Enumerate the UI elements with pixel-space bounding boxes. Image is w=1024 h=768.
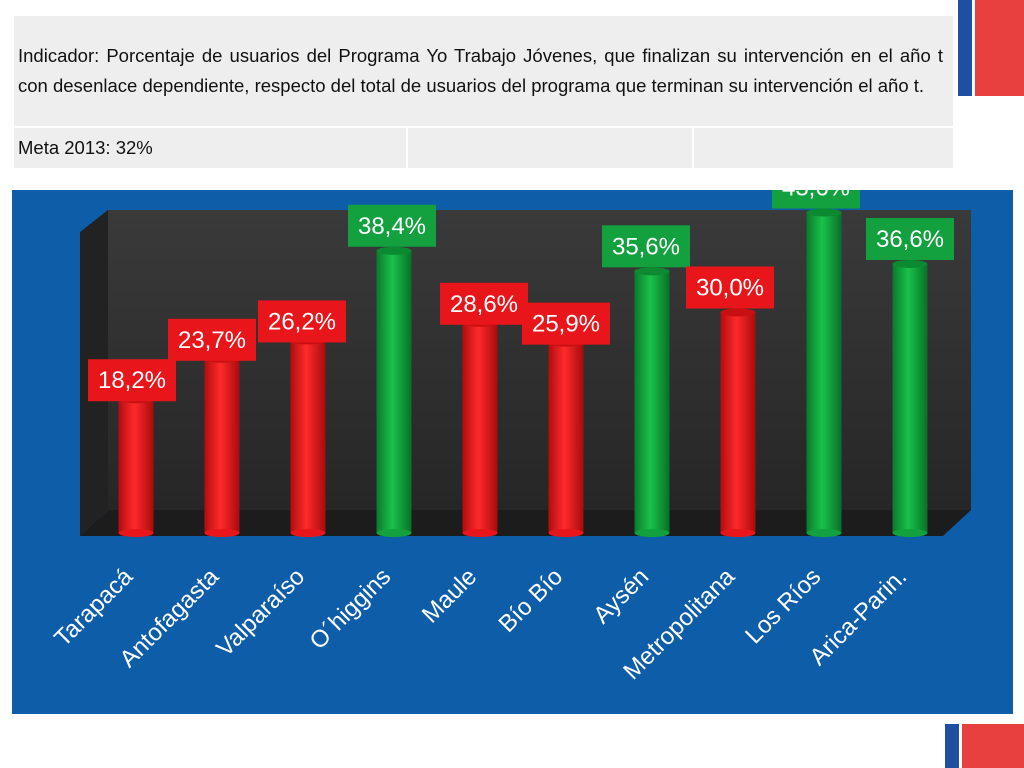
category-label-3: O´higgins (305, 563, 397, 655)
bar-top-9 (892, 259, 928, 268)
bar-9 (892, 263, 928, 533)
bar-6 (634, 271, 670, 533)
bar-base-4 (462, 529, 498, 537)
bar-4 (462, 322, 498, 533)
data-label-6: 35,6% (612, 233, 680, 260)
data-label-0: 18,2% (98, 367, 166, 394)
data-label-group-5: 25,9% (522, 302, 610, 345)
data-label-box-4 (440, 282, 528, 325)
bar-0 (118, 399, 154, 533)
bar-top-6 (634, 267, 670, 276)
bar-base-3 (376, 529, 412, 537)
category-label-8: Los Ríos (740, 563, 826, 649)
data-label-group-1: 23,7% (168, 318, 256, 361)
category-label-6: Aysén (588, 563, 654, 629)
bar-1 (204, 358, 240, 533)
category-label-0: Tarapacá (49, 563, 138, 652)
data-label-group-8: 43,6% (772, 190, 860, 209)
data-label-2: 26,2% (268, 308, 336, 335)
data-label-box-6 (602, 225, 690, 268)
bar-5 (548, 342, 584, 533)
data-label-group-4: 28,6% (440, 282, 528, 325)
data-label-8: 43,6% (782, 190, 850, 202)
data-label-box-8 (772, 190, 860, 209)
bar-base-6 (634, 529, 670, 537)
bar-3 (376, 250, 412, 533)
bar-2 (290, 340, 326, 533)
brand-stripe-red-top (975, 0, 1024, 96)
empty-cell-1 (406, 126, 694, 170)
data-label-box-5 (522, 302, 610, 345)
data-label-group-7: 30,0% (686, 266, 774, 309)
bar-base-2 (290, 529, 326, 537)
bar-base-7 (720, 529, 756, 537)
data-label-4: 28,6% (450, 291, 518, 318)
data-label-box-3 (348, 204, 436, 247)
bar-top-3 (376, 246, 412, 255)
chart-panel: 18,2% Tarapacá 23,7% Antofagasta 26,2% Valpar… (12, 190, 1013, 714)
bar-base-9 (892, 529, 928, 537)
data-label-group-9: 36,6% (866, 217, 954, 260)
data-label-box-9 (866, 217, 954, 260)
category-label-2: Valparaíso (211, 563, 310, 662)
data-label-box-0 (88, 359, 176, 402)
indicator-table: Indicador: Porcentaje de usuarios del Pr… (12, 14, 955, 170)
bar-base-1 (204, 529, 240, 537)
data-label-box-1 (168, 318, 256, 361)
brand-stripe-blue-bottom (945, 724, 959, 768)
empty-cell-2 (692, 126, 955, 170)
bar-7 (720, 312, 756, 533)
data-label-9: 36,6% (876, 226, 944, 253)
bar-top-8 (806, 208, 842, 217)
category-label-5: Bío Bío (493, 563, 568, 638)
brand-stripe-red-bottom (962, 724, 1024, 768)
data-label-1: 23,7% (178, 327, 246, 354)
indicator-text: Indicador: Porcentaje de usuarios del Pr… (12, 14, 955, 128)
data-label-7: 30,0% (696, 275, 764, 302)
bar-8 (806, 212, 842, 533)
bar-base-8 (806, 529, 842, 537)
data-label-box-2 (258, 300, 346, 343)
data-label-group-3: 38,4% (348, 204, 436, 247)
data-label-3: 38,4% (358, 213, 426, 240)
data-label-group-6: 35,6% (602, 225, 690, 268)
brand-stripe-blue-top (958, 0, 972, 96)
goal-cell: Meta 2013: 32% (12, 126, 408, 170)
data-label-box-7 (686, 266, 774, 309)
bar-base-5 (548, 529, 584, 537)
bar-base-0 (118, 529, 154, 537)
data-label-5: 25,9% (532, 311, 600, 338)
bar-chart: 18,2%Tarapacá23,7%Antofagasta26,2%Valpar… (49, 190, 971, 685)
category-label-4: Maule (417, 563, 482, 628)
data-label-group-0: 18,2% (88, 359, 176, 402)
data-label-group-2: 26,2% (258, 300, 346, 343)
bar-top-7 (720, 308, 756, 317)
